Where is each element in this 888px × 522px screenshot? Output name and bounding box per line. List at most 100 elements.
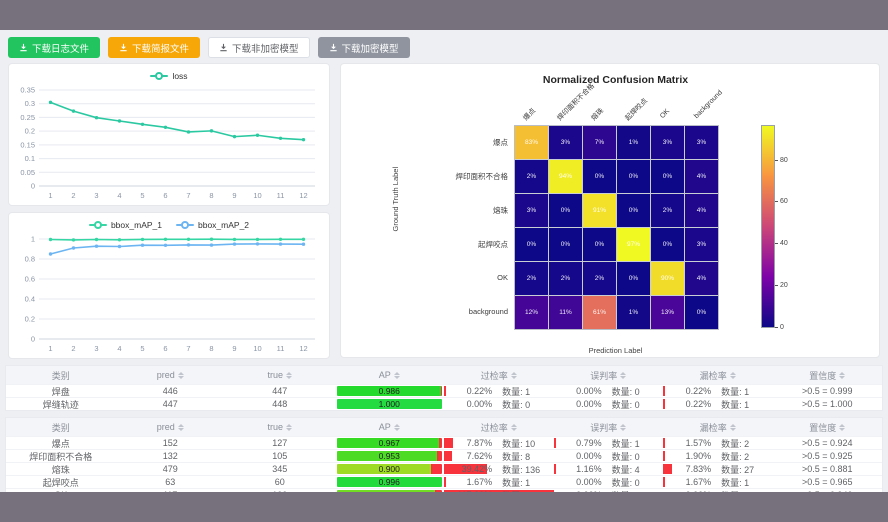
matrix-cell: 3% <box>685 228 718 261</box>
download-plain-model-button[interactable]: 下载非加密模型 <box>208 37 310 58</box>
svg-text:5: 5 <box>140 344 144 353</box>
cell-over-rate: 1.67% 数量: 1 <box>444 476 554 488</box>
dashboard-page: 下载日志文件 下载简报文件 下载非加密模型 下载加密模型 loss 0 0.05 0… <box>0 30 888 492</box>
cell-pred: 117 <box>116 489 226 492</box>
matrix-cell: 2% <box>583 262 616 295</box>
charts-area: loss 0 0.05 0.1 0.15 0.2 0.25 0.3 0.35 1 2 3 4 5 6 7 8 9… <box>0 63 888 359</box>
legend-item-bbox_mAP_1[interactable]: bbox_mAP_1 <box>88 218 162 231</box>
svg-text:10: 10 <box>253 191 261 200</box>
matrix-cell: 83% <box>515 126 548 159</box>
download-encrypted-model-label: 下载加密模型 <box>341 43 399 55</box>
download-log-label: 下载日志文件 <box>32 43 90 55</box>
sort-caret-icon[interactable] <box>729 423 736 431</box>
table-row: 焊缝轨迹 447 448 1.000 0.00% 数量: 0 0.00% 数量: 0 0.22%… <box>6 398 882 410</box>
cell-class: 熔珠 <box>51 464 70 475</box>
matrix-cell: 4% <box>685 194 718 227</box>
matrix-cell: 2% <box>515 160 548 193</box>
column-header-miss[interactable]: 漏检率 <box>663 418 773 436</box>
sort-caret-icon[interactable] <box>286 371 292 379</box>
download-encrypted-model-button[interactable]: 下载加密模型 <box>317 37 410 58</box>
cell-ap: 0.986 <box>335 385 445 397</box>
column-header-conf[interactable]: 置信度 <box>773 366 883 384</box>
column-header-over[interactable]: 过检率 <box>444 366 554 384</box>
cell-pred: 152 <box>162 438 178 448</box>
cell-ap: 0.900 <box>335 463 445 475</box>
loss-chart-card: loss 0 0.05 0.1 0.15 0.2 0.25 0.3 0.35 1 2 3 4 5 6 7 8 9… <box>8 63 330 206</box>
svg-text:1: 1 <box>48 191 52 200</box>
sort-caret-icon[interactable] <box>286 423 292 431</box>
sort-caret-icon[interactable] <box>839 423 846 431</box>
matrix-cell: 2% <box>651 194 684 227</box>
sort-caret-icon[interactable] <box>839 371 846 379</box>
table-header-row: 类别 pred true AP 过检率 误判率 漏检率 置信度 <box>6 418 882 437</box>
desktop-bottom-band <box>0 492 888 522</box>
cell-confidence: >0.5 = 0.965 <box>801 477 853 487</box>
matrix-cell: 0% <box>515 228 548 261</box>
matrix-cell: 0% <box>583 160 616 193</box>
svg-text:7: 7 <box>186 191 190 200</box>
svg-text:4: 4 <box>117 344 121 353</box>
cell-class: 焊印面积不合格 <box>29 451 93 462</box>
column-header-over[interactable]: 过检率 <box>444 418 554 436</box>
cell-over-rate: 7.87% 数量: 10 <box>444 437 554 449</box>
loss-legend: loss <box>9 64 329 82</box>
confusion-matrix-title: Normalized Confusion Matrix <box>542 74 689 86</box>
svg-text:0.05: 0.05 <box>20 168 35 177</box>
sort-caret-icon[interactable] <box>393 423 400 431</box>
svg-text:2: 2 <box>71 344 75 353</box>
column-header-miss[interactable]: 漏检率 <box>663 366 773 384</box>
cell-mis-rate: 0.00%数量: 0 <box>576 386 640 397</box>
svg-text:0.3: 0.3 <box>25 99 35 108</box>
svg-text:2: 2 <box>71 191 75 200</box>
sort-caret-icon[interactable] <box>510 371 517 379</box>
matrix-cell: 3% <box>651 126 684 159</box>
column-header-mis[interactable]: 误判率 <box>554 366 664 384</box>
download-report-button[interactable]: 下载简报文件 <box>108 37 201 58</box>
svg-text:4: 4 <box>117 191 121 200</box>
sort-caret-icon[interactable] <box>510 423 517 431</box>
column-header-pred[interactable]: pred <box>116 366 226 384</box>
matrix-ylabel: Ground Truth Label <box>390 166 400 231</box>
cell-confidence: >0.5 = 0.940 <box>773 489 883 492</box>
svg-text:6: 6 <box>163 344 167 353</box>
column-header-true[interactable]: true <box>225 366 335 384</box>
svg-text:0.2: 0.2 <box>25 315 35 324</box>
sort-caret-icon[interactable] <box>620 371 627 379</box>
legend-item-bbox_mAP_2[interactable]: bbox_mAP_2 <box>176 218 249 231</box>
sort-caret-icon[interactable] <box>177 371 184 379</box>
column-header-ap[interactable]: AP <box>335 418 445 436</box>
sort-caret-icon[interactable] <box>393 371 400 379</box>
confusion-matrix-card: Normalized Confusion Matrix 83% 3% 7% 1% 3% 3… <box>340 63 880 358</box>
svg-text:0.4: 0.4 <box>25 295 35 304</box>
matrix-row-label: 起焊咬点 <box>478 240 508 249</box>
matrix-cell: 2% <box>515 262 548 295</box>
column-header-ap[interactable]: AP <box>335 366 445 384</box>
matrix-cell: 12% <box>515 296 548 329</box>
sort-caret-icon[interactable] <box>729 371 736 379</box>
svg-text:8: 8 <box>209 191 213 200</box>
download-log-button[interactable]: 下载日志文件 <box>8 37 101 58</box>
download-icon <box>20 43 27 52</box>
cell-class: 焊盘 <box>51 386 70 397</box>
sort-caret-icon[interactable] <box>620 423 627 431</box>
matrix-cell: 0% <box>549 228 582 261</box>
cell-mis-rate: 1.16% 数量: 4 <box>553 463 664 475</box>
matrix-cell: 97% <box>617 228 650 261</box>
matrix-cell: 0% <box>651 228 684 261</box>
column-header-pred[interactable]: pred <box>116 418 226 436</box>
cell-class: 焊缝轨迹 <box>42 399 79 410</box>
column-header-true[interactable]: true <box>225 418 335 436</box>
cell-miss-rate: 0.22% 数量: 1 <box>663 385 773 397</box>
column-header-conf[interactable]: 置信度 <box>773 418 883 436</box>
matrix-column-label: 爆点 <box>522 107 538 123</box>
svg-text:11: 11 <box>277 344 285 353</box>
table-header-row: 类别 pred true AP 过检率 误判率 漏检率 置信度 <box>6 366 882 385</box>
cell-true: 60 <box>274 477 285 487</box>
map-line-chart: 0 0.2 0.4 0.6 0.8 1 1 2 3 4 5 6 7 8 9 10 11 12 <box>9 231 329 360</box>
cell-over-rate: 7.62% 数量: 8 <box>444 450 554 462</box>
legend-item-loss[interactable]: loss <box>150 69 188 82</box>
column-header-mis[interactable]: 误判率 <box>554 418 664 436</box>
cell-over-rate: 39.42% 数量: 136 <box>444 463 554 475</box>
cell-true: 447 <box>272 386 288 396</box>
sort-caret-icon[interactable] <box>177 423 184 431</box>
